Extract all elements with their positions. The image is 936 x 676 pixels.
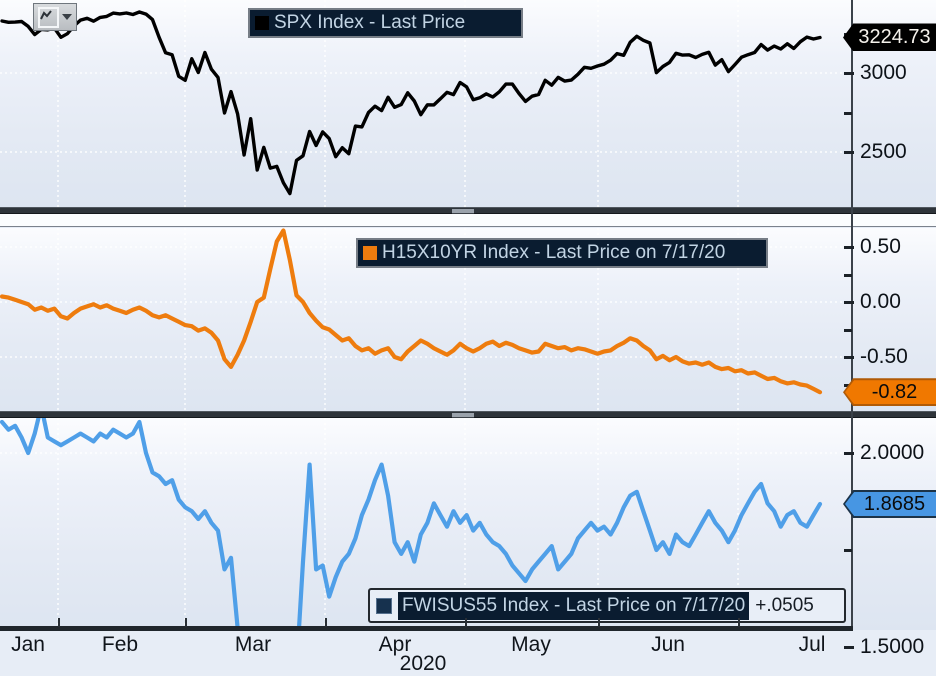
- x-axis-tick: [185, 618, 187, 627]
- spx-plot-area[interactable]: [0, 0, 936, 207]
- x-axis-month-label: Jun: [651, 633, 685, 656]
- last-price-tag: 3224.73: [843, 23, 936, 52]
- legend-spx[interactable]: SPX Index - Last Price: [248, 8, 523, 38]
- last-price-tag-value: 1.8685: [845, 492, 936, 517]
- y-axis-tick-label: 0.00: [860, 290, 901, 313]
- line-chart-icon: [38, 6, 59, 28]
- legend-marker-fwisus55: [376, 597, 392, 614]
- panel-h15x10yr: [0, 228, 936, 411]
- splitter-groove: [0, 214, 936, 227]
- x-axis-tick: [325, 618, 327, 627]
- y-axis-tick-label: 2500: [860, 140, 907, 163]
- x-axis-month-label: Apr: [378, 633, 412, 656]
- chart-type-button[interactable]: [33, 3, 77, 31]
- right-y-axis-line: [851, 0, 853, 630]
- x-axis-tick: [738, 618, 740, 627]
- panel-splitter[interactable]: [0, 411, 936, 418]
- y-axis-tick: [844, 246, 854, 249]
- last-price-tag-value: -0.82: [845, 380, 936, 405]
- legend-change-value: +.0505: [755, 594, 814, 616]
- y-axis-tick: [844, 549, 852, 552]
- y-axis-tick: [844, 383, 852, 387]
- x-axis-month-label: May: [511, 633, 551, 656]
- caret-down-icon: [62, 14, 72, 20]
- last-price-tag-value: 3224.73: [845, 25, 936, 50]
- last-price-tag: 1.8685: [843, 490, 936, 519]
- x-axis-tick: [465, 618, 467, 627]
- x-axis-month-label: Jul: [798, 633, 826, 656]
- panel-splitter[interactable]: [0, 207, 936, 214]
- y-axis-tick: [844, 301, 854, 304]
- legend-label-spx: SPX Index - Last Price: [274, 12, 466, 33]
- x-axis-month-label: Mar: [234, 633, 272, 656]
- splitter-grip-icon[interactable]: [452, 413, 474, 418]
- legend-label-fwisus55: FWISUS55 Index - Last Price on 7/17/20: [398, 591, 750, 620]
- x-axis-tick: [598, 618, 600, 627]
- y-axis-tick: [844, 151, 854, 154]
- legend-label-h15x10yr: H15X10YR Index - Last Price on 7/17/20: [382, 242, 726, 263]
- x-axis-tick: [58, 618, 60, 627]
- last-price-tag: -0.82: [843, 378, 936, 407]
- y-axis-tick: [844, 452, 854, 455]
- legend-marker-spx: [255, 16, 269, 30]
- x-axis-month-label: Feb: [101, 633, 139, 656]
- y-axis-tick-label: 3000: [860, 61, 907, 84]
- y-axis-tick-label: 2.0000: [860, 441, 925, 464]
- x-axis-year-label: 2020: [399, 652, 447, 675]
- x-axis-month-label: Jan: [11, 633, 45, 656]
- legend-fwisus55[interactable]: FWISUS55 Index - Last Price on 7/17/20 +…: [368, 588, 846, 623]
- y-axis-tick-label: 1.5000: [860, 635, 925, 658]
- splitter-grip-icon[interactable]: [452, 209, 474, 214]
- y-axis-tick-label: -0.50: [860, 345, 908, 368]
- y-axis-tick: [844, 356, 854, 359]
- y-axis-tick: [844, 273, 852, 277]
- y-axis-tick-label: 0.50: [860, 235, 901, 258]
- legend-marker-h15x10yr: [363, 246, 377, 260]
- y-axis-tick: [844, 111, 852, 115]
- legend-h15x10yr[interactable]: H15X10YR Index - Last Price on 7/17/20: [356, 238, 768, 268]
- y-axis-tick: [844, 328, 852, 332]
- x-axis-line: [0, 626, 853, 631]
- y-axis-tick: [844, 646, 854, 649]
- y-axis-tick: [844, 72, 854, 75]
